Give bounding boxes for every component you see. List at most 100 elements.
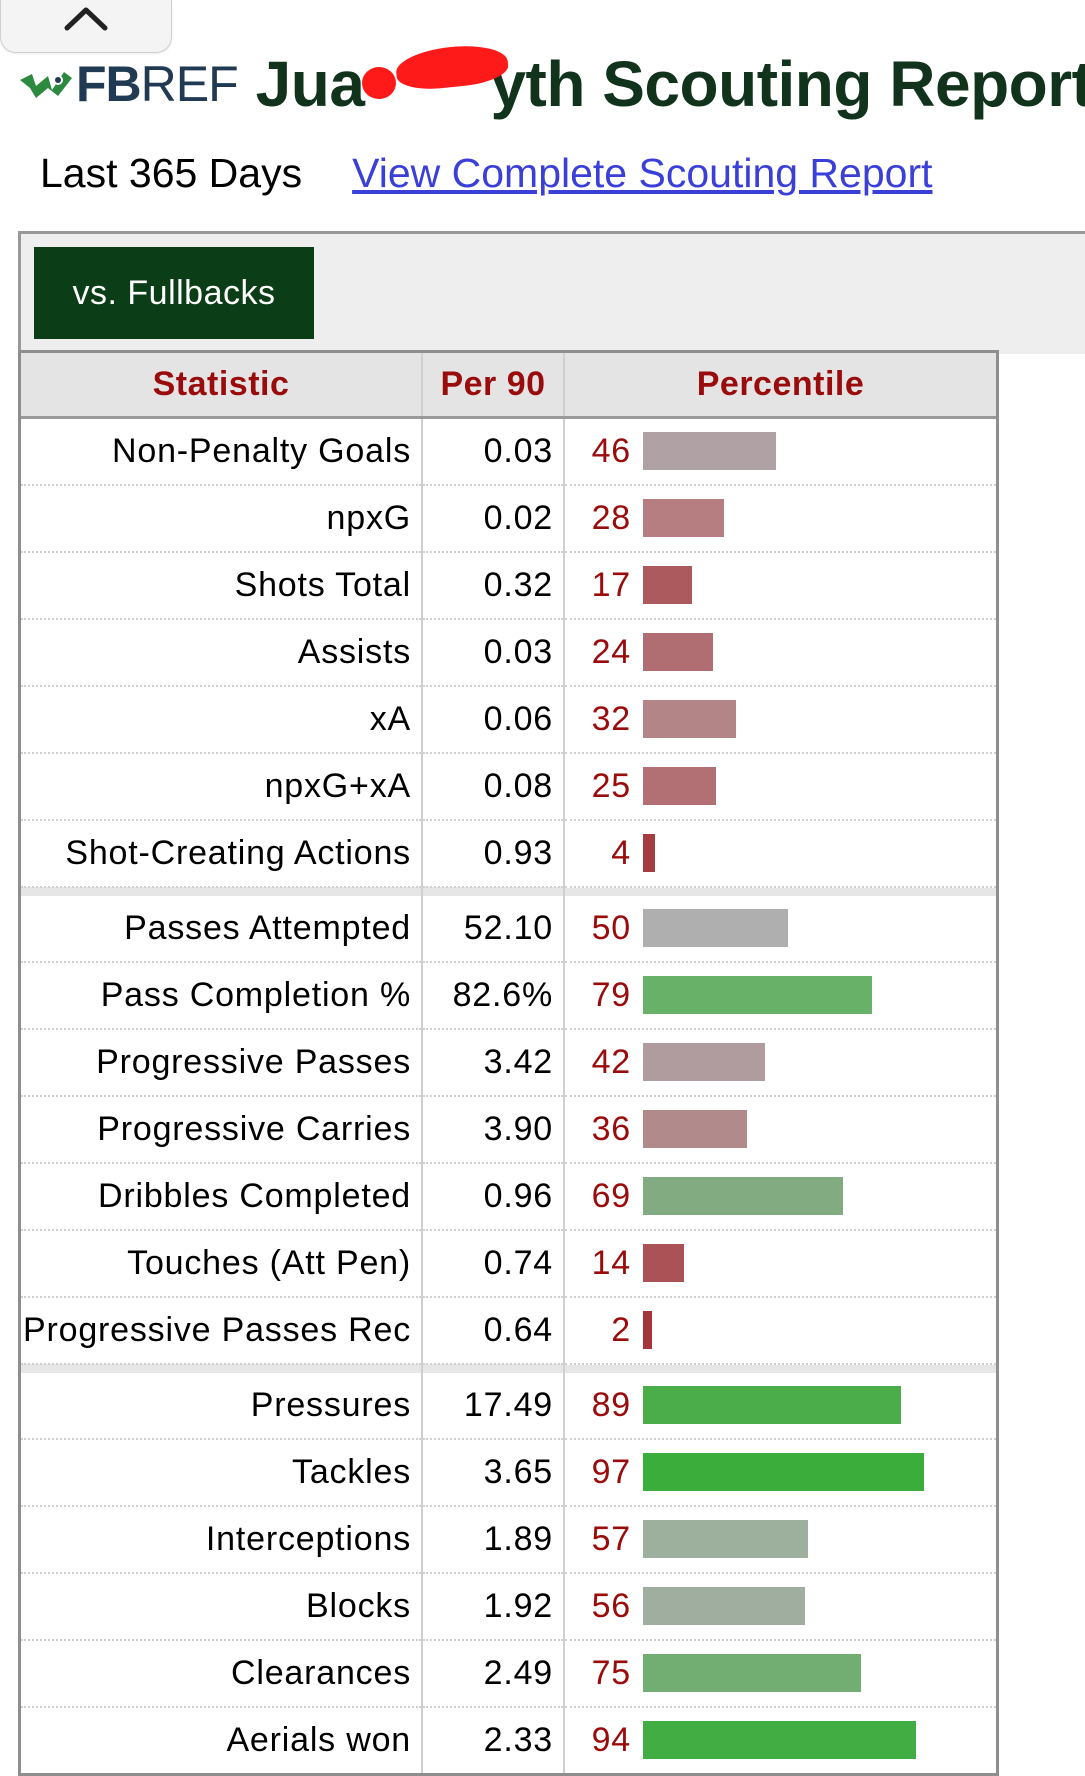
percentile-cell: 32 xyxy=(564,686,996,754)
table-row: Progressive Passes 3.42 42 xyxy=(21,1029,996,1097)
page-title: Jua yth Scouting Report xyxy=(256,41,1085,121)
per90-value: 3.42 xyxy=(421,1029,565,1097)
percentile-value: 89 xyxy=(591,1386,631,1424)
collapse-tab[interactable] xyxy=(0,0,172,53)
percentile-value: 42 xyxy=(591,1043,631,1081)
per90-value: 1.89 xyxy=(421,1506,565,1574)
percentile-cell: 17 xyxy=(564,552,996,620)
per90-value: 0.06 xyxy=(421,686,565,754)
per90-value: 1.92 xyxy=(421,1573,565,1641)
stat-name: Progressive Passes xyxy=(21,1029,422,1097)
percentile-bar xyxy=(643,1587,805,1625)
per90-value: 3.65 xyxy=(421,1439,565,1507)
table-row: npxG 0.02 28 xyxy=(21,485,996,553)
per90-value: 17.49 xyxy=(421,1373,565,1440)
table-row: Interceptions 1.89 57 xyxy=(21,1506,996,1574)
stat-name: npxG xyxy=(21,485,422,553)
per90-value: 82.6% xyxy=(421,962,565,1030)
filter-button-fullbacks[interactable]: vs. Fullbacks xyxy=(34,247,314,339)
percentile-value: 69 xyxy=(591,1177,631,1215)
percentile-cell: 25 xyxy=(564,753,996,821)
per90-value: 0.02 xyxy=(421,485,565,553)
percentile-value: 57 xyxy=(591,1520,631,1558)
percentile-value: 25 xyxy=(591,767,631,805)
stat-name: Touches (Att Pen) xyxy=(21,1230,422,1298)
stat-name: Blocks xyxy=(21,1573,422,1641)
per90-value: 3.90 xyxy=(421,1096,565,1164)
percentile-value: 79 xyxy=(591,976,631,1014)
per90-value: 52.10 xyxy=(421,896,565,963)
header-per90[interactable]: Per 90 xyxy=(421,353,565,419)
table-row: Non-Penalty Goals 0.03 46 xyxy=(21,417,996,486)
percentile-bar xyxy=(643,1311,652,1349)
percentile-value: 14 xyxy=(591,1244,631,1282)
percentile-value: 94 xyxy=(591,1721,631,1759)
percentile-cell: 2 xyxy=(564,1297,996,1365)
percentile-cell: 56 xyxy=(564,1573,996,1641)
stat-name: Interceptions xyxy=(21,1506,422,1574)
per90-value: 0.64 xyxy=(421,1297,565,1365)
percentile-value: 2 xyxy=(611,1311,631,1349)
table-row: npxG+xA 0.08 25 xyxy=(21,753,996,821)
table-row: Passes Attempted 52.10 50 xyxy=(21,896,996,963)
page-header: FB REF Jua yth Scouting Report xyxy=(18,41,1085,124)
per90-value: 0.93 xyxy=(421,820,565,888)
table-row: Dribbles Completed 0.96 69 xyxy=(21,1163,996,1231)
header-percentile[interactable]: Percentile xyxy=(564,353,996,419)
view-complete-report-link[interactable]: View Complete Scouting Report xyxy=(352,150,933,196)
separator-cell xyxy=(21,887,422,896)
table-row: xA 0.06 32 xyxy=(21,686,996,754)
percentile-value: 32 xyxy=(591,700,631,738)
percentile-value: 97 xyxy=(591,1453,631,1491)
percentile-bar xyxy=(643,1110,747,1148)
chevron-up-icon xyxy=(64,7,108,31)
percentile-value: 17 xyxy=(591,566,631,604)
table-header-row: Statistic Per 90 Percentile xyxy=(21,353,996,419)
per90-value: 0.03 xyxy=(421,417,565,486)
stat-name: Assists xyxy=(21,619,422,687)
percentile-cell: 50 xyxy=(564,896,996,963)
logo-text-ref: REF xyxy=(140,56,239,112)
report-subheader: Last 365 Days View Complete Scouting Rep… xyxy=(40,150,933,197)
percentile-bar xyxy=(643,1654,861,1692)
header-statistic[interactable]: Statistic xyxy=(21,353,422,419)
percentile-cell: 14 xyxy=(564,1230,996,1298)
percentile-cell: 94 xyxy=(564,1707,996,1773)
separator-cell xyxy=(421,887,565,896)
percentile-value: 56 xyxy=(591,1587,631,1625)
per90-value: 2.49 xyxy=(421,1640,565,1708)
stat-name: Dribbles Completed xyxy=(21,1163,422,1231)
stat-name: Non-Penalty Goals xyxy=(21,417,422,486)
percentile-bar xyxy=(643,1721,916,1759)
table-row: Pressures 17.49 89 xyxy=(21,1373,996,1440)
table-row: Clearances 2.49 75 xyxy=(21,1640,996,1708)
percentile-cell: 42 xyxy=(564,1029,996,1097)
percentile-cell: 69 xyxy=(564,1163,996,1231)
scouting-table-wrap: Statistic Per 90 Percentile Non-Penalty … xyxy=(18,350,999,1776)
fbref-logo[interactable]: FB REF xyxy=(18,49,256,119)
percentile-cell: 4 xyxy=(564,820,996,888)
percentile-value: 50 xyxy=(591,909,631,947)
table-row: Progressive Passes Rec 0.64 2 xyxy=(21,1297,996,1365)
percentile-value: 24 xyxy=(591,633,631,671)
table-row: Progressive Carries 3.90 36 xyxy=(21,1096,996,1164)
per90-value: 0.32 xyxy=(421,552,565,620)
table-row: Shots Total 0.32 17 xyxy=(21,552,996,620)
percentile-bar xyxy=(643,499,724,537)
percentile-bar xyxy=(643,566,692,604)
percentile-cell: 28 xyxy=(564,485,996,553)
table-row: Shot-Creating Actions 0.93 4 xyxy=(21,820,996,888)
percentile-value: 36 xyxy=(591,1110,631,1148)
separator-cell xyxy=(421,1364,565,1373)
stat-name: Progressive Passes Rec xyxy=(21,1297,422,1365)
percentile-bar xyxy=(643,834,655,872)
period-label: Last 365 Days xyxy=(40,150,303,196)
percentile-cell: 89 xyxy=(564,1373,996,1440)
stat-name: npxG+xA xyxy=(21,753,422,821)
stat-name: xA xyxy=(21,686,422,754)
stat-name: Shots Total xyxy=(21,552,422,620)
per90-value: 0.96 xyxy=(421,1163,565,1231)
percentile-bar xyxy=(643,1244,684,1282)
percentile-cell: 24 xyxy=(564,619,996,687)
percentile-bar xyxy=(643,909,788,947)
